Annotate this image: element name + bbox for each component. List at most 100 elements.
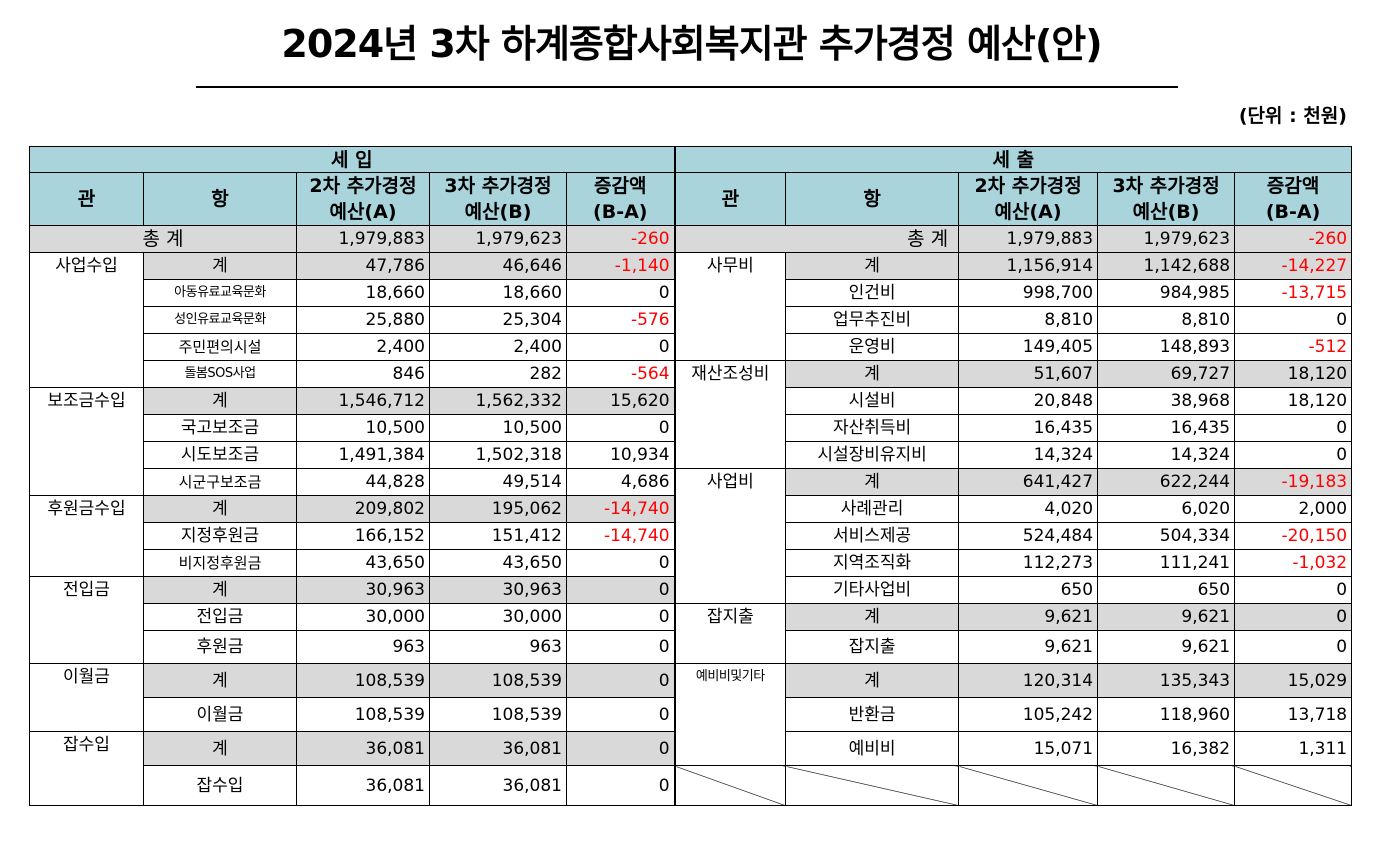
expense-gwan-cell [674,731,787,766]
expense-a-cell: 9,621 [958,630,1099,664]
income-gwan-cell: 사업수입 [29,252,144,280]
expense-a-cell: 9,621 [958,603,1099,631]
expense-hang-cell: 계 [785,468,960,496]
income-hang-cell: 잡수입 [143,765,297,806]
income-diff-cell: -1,140 [565,252,676,280]
income-hang-cell: 계 [143,663,297,698]
income-gwan-cell [29,630,144,664]
income-b-cell: 36,081 [429,731,567,766]
income-hang-cell: 계 [143,252,297,280]
expense-b-cell: 38,968 [1097,387,1236,415]
expense-gwan-cell: 예비비및기타 [674,663,787,698]
expense-b-cell: 9,621 [1097,630,1236,664]
table-row: 전입금 계 30,963 30,963 0 기타사업비 650 650 0 [29,576,1353,604]
income-a-cell: 1,491,384 [296,441,430,469]
income-a-cell: 963 [296,630,430,664]
expense-hang-cell: 지역조직화 [785,549,960,577]
income-gwan-cell [29,522,144,550]
income-col-b-header: 3차 추가경정 [429,172,567,199]
expense-b-cell: 16,382 [1097,731,1236,766]
expense-hang-cell [785,765,960,806]
expense-total-a: 1,979,883 [958,225,1099,253]
income-diff-cell: 15,620 [565,387,676,415]
expense-diff-cell: 18,120 [1234,360,1353,388]
income-gwan-cell [29,306,144,334]
expense-b-cell: 16,435 [1097,414,1236,442]
income-col-diff-header: 증감액 [565,172,676,199]
expense-hang-cell: 반환금 [785,697,960,732]
table-row: 시군구보조금 44,828 49,514 4,686 사업비 계 641,427 622,24… [29,468,1353,496]
income-hang-cell: 시군구보조금 [143,468,297,496]
income-b-cell: 36,081 [429,765,567,806]
income-hang-cell: 국고보조금 [143,414,297,442]
income-b-cell: 49,514 [429,468,567,496]
page-title: 2024년 3차 하계종합사회복지관 추가경정 예산(안) [281,22,1102,66]
expense-gwan-cell: 사업비 [674,468,787,496]
income-b-cell: 108,539 [429,697,567,732]
income-gwan-cell [29,414,144,442]
income-a-cell: 30,963 [296,576,430,604]
expense-b-cell: 148,893 [1097,333,1236,361]
expense-gwan-cell: 사무비 [674,252,787,280]
table-row: 아동유료교육문화 18,660 18,660 0 인건비 998,700 984,985 -1… [29,279,1353,307]
table-row: 국고보조금 10,500 10,500 0 자산취득비 16,435 16,435 0 [29,414,1353,442]
expense-diff-cell: 0 [1234,441,1353,469]
income-diff-cell: -14,740 [565,495,676,523]
income-b-cell: 18,660 [429,279,567,307]
income-hang-cell: 돌봄SOS사업 [143,360,297,388]
income-gwan-cell [29,333,144,361]
income-diff-cell: 0 [565,549,676,577]
income-hang-cell: 시도보조금 [143,441,297,469]
income-a-cell: 43,650 [296,549,430,577]
expense-gwan-header: 관 [674,172,787,226]
income-hang-cell: 계 [143,731,297,766]
expense-diff-cell: 0 [1234,414,1353,442]
expense-col-diff-subheader: (B-A) [1234,199,1353,226]
expense-total-label-text: 총 계 [907,228,949,250]
table-row: 돌봄SOS사업 846 282 -564 재산조성비 계 51,607 69,727 18,12… [29,360,1353,388]
expense-hang-cell: 업무추진비 [785,306,960,334]
expense-gwan-cell [674,697,787,732]
income-a-cell: 30,000 [296,603,430,631]
expense-a-cell: 16,435 [958,414,1099,442]
expense-hang-cell: 예비비 [785,731,960,766]
expense-a-cell: 14,324 [958,441,1099,469]
income-gwan-cell [29,441,144,469]
income-b-cell: 2,400 [429,333,567,361]
expense-diff-cell: -512 [1234,333,1353,361]
expense-gwan-cell [674,576,787,604]
income-a-cell: 2,400 [296,333,430,361]
income-a-cell: 10,500 [296,414,430,442]
income-hang-cell: 계 [143,495,297,523]
income-a-cell: 1,546,712 [296,387,430,415]
income-b-cell: 46,646 [429,252,567,280]
expense-hang-cell: 계 [785,603,960,631]
expense-a-cell: 641,427 [958,468,1099,496]
income-hang-header: 항 [143,172,297,226]
income-gwan-cell: 전입금 [29,576,144,604]
income-hang-cell: 아동유료교육문화 [143,279,297,307]
expense-diff-cell: -20,150 [1234,522,1353,550]
income-col-a-header: 2차 추가경정 [296,172,430,199]
income-b-cell: 30,000 [429,603,567,631]
income-hang-cell: 이월금 [143,697,297,732]
table-row: 이월금 108,539 108,539 0 반환금 105,242 118,960 13,71… [29,697,1353,732]
expense-gwan-cell [674,495,787,523]
expense-b-cell [1097,765,1236,806]
expense-gwan-cell [674,414,787,442]
income-b-cell: 1,562,332 [429,387,567,415]
expense-hang-cell: 잡지출 [785,630,960,664]
income-col-b-subheader: 예산(B) [429,199,567,226]
income-hang-cell: 계 [143,576,297,604]
income-diff-cell: 0 [565,333,676,361]
expense-diff-cell: -1,032 [1234,549,1353,577]
income-diff-cell: 0 [565,279,676,307]
income-hang-cell: 비지정후원금 [143,549,297,577]
income-diff-cell: -564 [565,360,676,388]
table-row: 성인유료교육문화 25,880 25,304 -576 업무추진비 8,810 8,810 0 [29,306,1353,334]
income-b-cell: 43,650 [429,549,567,577]
income-hang-cell: 지정후원금 [143,522,297,550]
expense-b-cell: 504,334 [1097,522,1236,550]
income-diff-cell: 0 [565,576,676,604]
budget-table: 세 입 세 출 관 항 2차 추가경정 3차 추가경정 증감액 관 항 2차 추… [28,146,1353,806]
